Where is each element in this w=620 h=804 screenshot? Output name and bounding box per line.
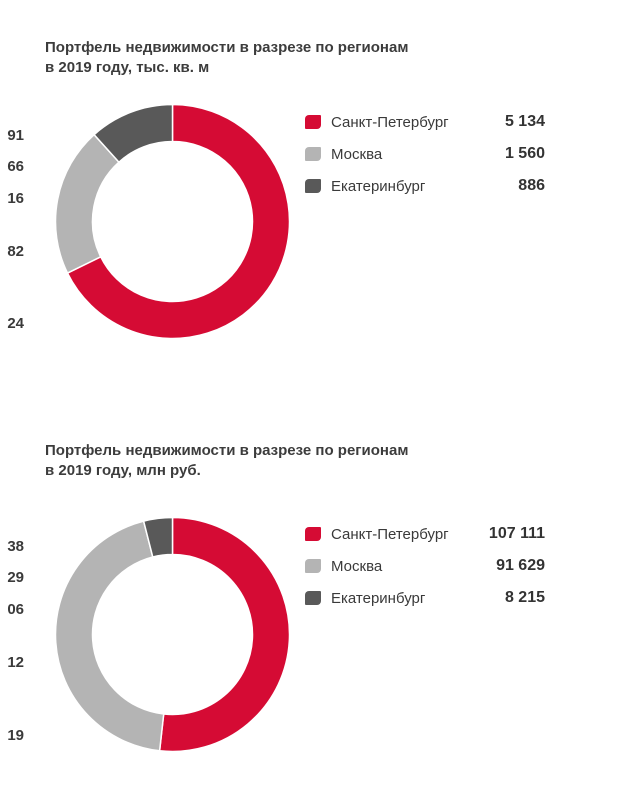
chart-legend: Санкт-Петербург 107 111 Москва 91 629 Ек… (305, 518, 545, 614)
legend-name: Москва (331, 557, 383, 575)
legend-name: Екатеринбург (331, 177, 426, 195)
legend-item-spb: Санкт-Петербург 107 111 (305, 518, 545, 550)
clipped-label: 82 (7, 243, 24, 260)
legend-swatch (305, 591, 321, 605)
clipped-label: 66 (7, 158, 24, 175)
legend-value: 8 215 (504, 589, 545, 606)
legend-name: Санкт-Петербург (331, 113, 449, 131)
legend-name: Москва (331, 145, 383, 163)
chart-legend: Санкт-Петербург 5 134 Москва 1 560 Екате… (305, 106, 545, 202)
donut-chart (55, 517, 290, 752)
legend-item-ekb: Екатеринбург 8 215 (305, 582, 545, 614)
legend-item-moscow: Москва 91 629 (305, 550, 545, 582)
clipped-label: 24 (7, 315, 24, 332)
donut-slice (158, 517, 290, 752)
clipped-label: 29 (7, 569, 24, 586)
clipped-label: 16 (7, 190, 24, 207)
clipped-label: 06 (7, 601, 24, 618)
legend-swatch (305, 147, 321, 161)
clipped-label: 12 (7, 654, 24, 671)
clipped-label: 19 (7, 727, 24, 744)
legend-swatch (305, 559, 321, 573)
donut-slice (66, 104, 290, 339)
legend-swatch (305, 179, 321, 193)
chart-title: Портфель недвижимости в разрезе по регио… (45, 39, 409, 76)
chart-title: Портфель недвижимости в разрезе по регио… (45, 442, 409, 479)
clipped-label: 38 (7, 538, 24, 555)
donut-slice (55, 520, 165, 752)
donut-chart (55, 104, 290, 339)
legend-item-ekb: Екатеринбург 886 (305, 170, 545, 202)
legend-value: 91 629 (496, 557, 545, 574)
legend-value: 886 (518, 177, 545, 194)
donut-slice (93, 104, 174, 164)
donut-slice (142, 517, 174, 558)
legend-swatch (305, 527, 321, 541)
legend-swatch (305, 115, 321, 129)
legend-item-spb: Санкт-Петербург 5 134 (305, 106, 545, 138)
clipped-label: 91 (7, 127, 24, 144)
donut-slice (55, 133, 120, 275)
legend-value: 5 134 (504, 113, 545, 130)
legend-name: Екатеринбург (331, 589, 426, 607)
legend-item-moscow: Москва 1 560 (305, 138, 545, 170)
legend-value: 1 560 (504, 145, 545, 162)
legend-value: 107 111 (488, 525, 545, 542)
legend-name: Санкт-Петербург (331, 525, 449, 543)
